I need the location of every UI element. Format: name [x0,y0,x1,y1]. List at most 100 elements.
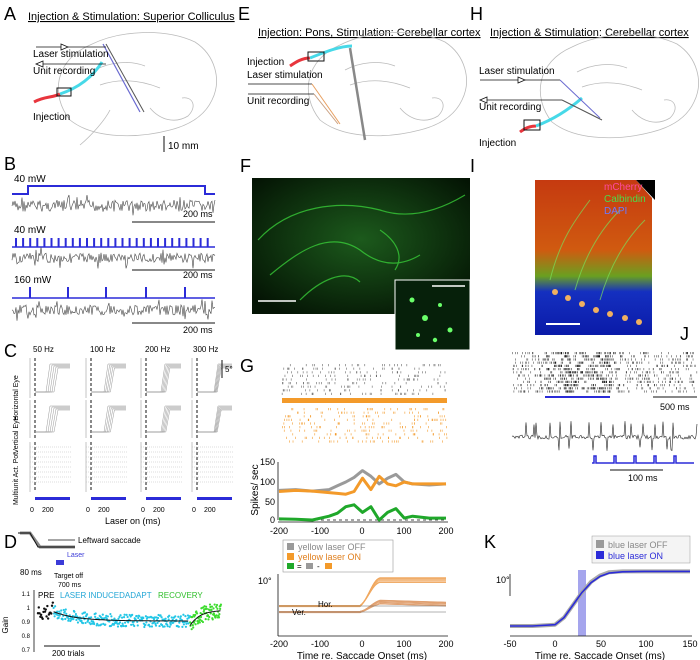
trial-point [209,612,212,615]
fit-line [189,610,221,626]
trial-point [133,624,136,628]
panel-letter: E [238,4,250,24]
legend-diff-minus: - [317,562,320,571]
x-axis-label: Time re. Saccade Onset (ms) [297,651,427,660]
trial-point [81,621,85,625]
panel-j: J 500 ms 100 ms [511,324,698,483]
trial-point [116,622,119,625]
trial-point [172,621,175,624]
trial-point [135,614,138,618]
eye-trace [91,365,126,393]
k-legend: blue laser OFF blue laser ON [591,535,691,564]
series-line [510,570,690,627]
trial-point [75,618,78,622]
x-tick: 0 [359,526,364,536]
trial-point [63,610,66,613]
trial-point [199,615,203,619]
panel-letter: I [470,156,475,176]
y-tick: 100 [260,477,275,487]
row-label: Multiunit Act. Pot. [13,451,20,505]
trial-point [192,621,196,624]
brain-outline [539,34,699,139]
x-tick: 100 [396,526,411,536]
time-scale-label: 200 ms [183,209,213,219]
panel-title: Injection & Stimulation: Superior Collic… [28,11,235,23]
trial-point [46,604,49,608]
trial-point [185,622,188,625]
y-tick: 0.8 [22,634,31,640]
panel-letter: C [4,341,17,361]
trial-point [219,607,222,610]
trial-point [106,615,109,618]
trial-point [72,617,75,621]
trial-point [216,607,219,610]
trial-point [54,605,57,608]
trial-point [181,625,184,629]
trial-point [94,612,97,615]
eye-trace [146,366,181,393]
unit-label: Unit recording [33,66,95,77]
trial-point [210,605,214,608]
stim-response-grid [29,358,234,500]
trial-point [143,625,146,629]
confocal-image [535,180,652,335]
trial-point [194,613,197,617]
trial-point [108,620,111,623]
folia-outline [257,194,466,301]
eye-trace [146,409,181,433]
trial-point [74,612,78,616]
inset-cells [409,297,453,343]
trial-point [152,618,156,621]
psth-lines [278,469,447,522]
trial-point [110,615,113,618]
x-axis-label: Laser on (ms) [105,516,161,526]
trial-point [211,618,214,621]
projection-path [535,96,583,128]
injection-box [307,51,325,62]
trial-point [45,615,48,618]
eye-trace [91,367,126,393]
trial-point [58,614,61,617]
injection-label: Injection [247,57,284,68]
row-label: Vertical Eye [13,416,20,453]
freq-label: 300 Hz [193,345,218,354]
hor-trace [279,582,446,608]
psth-x-ticks: -200 -100 0 100 200 [270,526,454,536]
eye-trace [146,408,181,433]
trial-point [208,603,212,606]
trial-point [192,626,195,629]
power-label-3: 160 mW [14,275,52,286]
laser-arrow-head [517,76,527,84]
tick-label: 200 [98,507,110,514]
time-scale-label: 200 ms [183,325,213,335]
trial-point [109,612,112,616]
trial-point [186,617,189,620]
eye-trace [35,366,70,393]
trial-point [205,607,208,610]
psth-axes: Spikes/ sec 150 100 50 0 [250,457,448,525]
trial-point [43,610,47,613]
trial-point [96,622,99,625]
eye-trace [146,406,181,433]
trial-point [83,611,87,614]
raster [512,352,698,393]
laser-bar [35,497,70,500]
unit-label: Unit recording [479,102,541,113]
phase-recovery-label: RECOVERY [158,591,203,600]
trial-point [112,623,116,626]
panel-letter: F [240,156,251,176]
trial-point [201,620,205,624]
image-corner [636,180,655,200]
trial-point [212,612,215,615]
trial-point [198,621,201,624]
freq-label: 200 Hz [145,345,170,354]
trial-point [50,612,53,615]
laser-marker [56,560,64,565]
panel-f: F [240,156,471,351]
trial-point [145,621,148,624]
y-tick: 1 [27,606,31,612]
unit-arrow-head [34,60,44,68]
series-line [278,474,446,496]
scale-label: 10 mm [168,141,199,152]
trial-point [123,613,126,616]
